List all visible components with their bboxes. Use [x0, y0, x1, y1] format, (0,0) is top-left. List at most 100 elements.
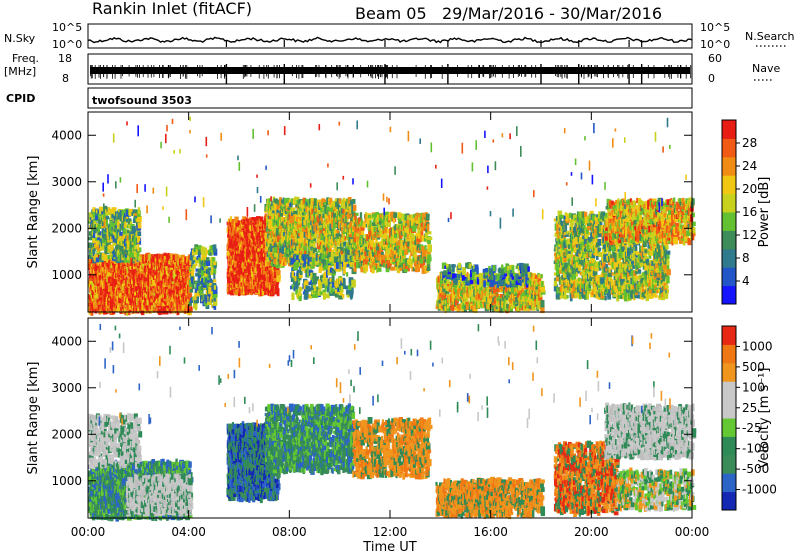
range-cell	[343, 266, 346, 274]
nsky-tick-top-left: 10^5	[52, 21, 82, 34]
range-cell	[360, 235, 363, 239]
range-cell	[277, 288, 280, 296]
freq-band	[90, 67, 690, 74]
range-cell	[137, 244, 139, 252]
range-cell	[195, 262, 197, 266]
range-cell	[212, 257, 216, 261]
range-cell	[213, 269, 216, 274]
range-cell	[323, 261, 326, 266]
range-cell	[292, 271, 294, 278]
range-cell	[320, 291, 323, 295]
beam-label: Beam 05	[355, 4, 427, 23]
range-cell	[304, 280, 308, 285]
range-cell	[106, 216, 110, 219]
range-cell	[291, 258, 293, 262]
range-cell	[94, 224, 96, 231]
range-cell	[195, 303, 198, 310]
range-cell	[299, 293, 301, 296]
range-cell	[191, 278, 193, 284]
range-cell	[345, 255, 348, 262]
freq-label: Freq.	[12, 52, 39, 65]
range-cell	[137, 216, 142, 222]
range-cell	[350, 295, 352, 300]
range-cell	[357, 228, 359, 232]
range-cell	[387, 229, 389, 234]
range-cell	[276, 270, 281, 275]
range-cell	[240, 275, 242, 279]
range-cell	[134, 245, 137, 249]
range-cell	[123, 229, 127, 235]
range-cell	[276, 228, 279, 232]
range-cell	[251, 290, 254, 295]
range-cell	[360, 212, 362, 218]
nsky-tick-bottom-left: 10^0	[52, 38, 82, 51]
range-cell	[401, 213, 404, 216]
freq-trace	[90, 64, 691, 84]
freq-tick-top: 18	[58, 52, 72, 65]
nsearch-label: N.Search	[745, 30, 795, 43]
nsky-line	[88, 37, 692, 42]
range-cell	[201, 295, 203, 299]
range-cell	[334, 257, 338, 263]
range-cell	[398, 212, 401, 218]
power-heatmap	[88, 117, 696, 316]
range-cell	[138, 223, 142, 229]
freq-unit: [MHz]	[4, 65, 36, 78]
range-cell	[106, 218, 108, 226]
nsky-trace	[88, 37, 692, 47]
cpid-label: CPID	[6, 92, 35, 105]
range-cell	[190, 289, 193, 293]
range-cell	[104, 254, 108, 261]
nave-tick-top: 60	[708, 52, 722, 65]
range-cell	[137, 231, 141, 236]
range-cell	[343, 285, 346, 289]
freq-tick-bottom: 8	[62, 72, 69, 85]
range-cell	[227, 284, 229, 287]
nsky-panel: N.Sky 10^5 10^0 10^5 10^0 N.Search	[4, 21, 795, 51]
range-cell	[197, 297, 200, 304]
range-cell	[93, 233, 95, 238]
range-cell	[111, 245, 113, 251]
freq-panel: Freq. [MHz] 18 8 60 0 Nave	[4, 52, 780, 85]
range-cell	[321, 255, 325, 260]
range-cell	[300, 287, 303, 291]
range-cell	[213, 298, 216, 302]
nsky-tick-top-right: 10^5	[700, 21, 730, 34]
range-cell	[381, 252, 384, 255]
range-cell	[387, 253, 389, 260]
range-cell	[342, 294, 344, 299]
station-title: Rankin Inlet (fitACF)	[92, 0, 252, 18]
range-cell	[336, 262, 339, 269]
range-cell	[89, 281, 91, 285]
cpid-row: CPID twofsound 3503	[6, 88, 692, 108]
range-cell	[314, 241, 316, 248]
range-cell	[214, 285, 216, 290]
range-cell	[206, 257, 210, 261]
range-cell	[393, 212, 397, 218]
nave-label: Nave	[752, 62, 780, 75]
range-cell	[244, 231, 246, 238]
range-cell	[393, 219, 395, 224]
range-cell	[380, 214, 382, 218]
range-cell	[339, 198, 341, 204]
range-cell	[343, 278, 345, 285]
range-cell	[293, 208, 295, 211]
cpid-program: twofsound 3503	[92, 94, 192, 107]
range-cell	[356, 213, 359, 216]
range-cell	[213, 244, 216, 252]
range-cell	[127, 255, 129, 260]
date-range: 29/Mar/2016 - 30/Mar/2016	[442, 4, 662, 23]
range-cell	[346, 272, 348, 277]
range-cell	[310, 265, 314, 269]
range-cell	[138, 257, 141, 262]
range-cell	[291, 293, 294, 301]
range-cell	[213, 262, 216, 265]
range-cell	[365, 261, 368, 264]
range-cell	[293, 229, 295, 234]
range-cell	[300, 271, 303, 275]
range-cell	[138, 207, 140, 214]
range-cell	[351, 280, 356, 288]
nave-tick-bottom: 0	[708, 72, 715, 85]
